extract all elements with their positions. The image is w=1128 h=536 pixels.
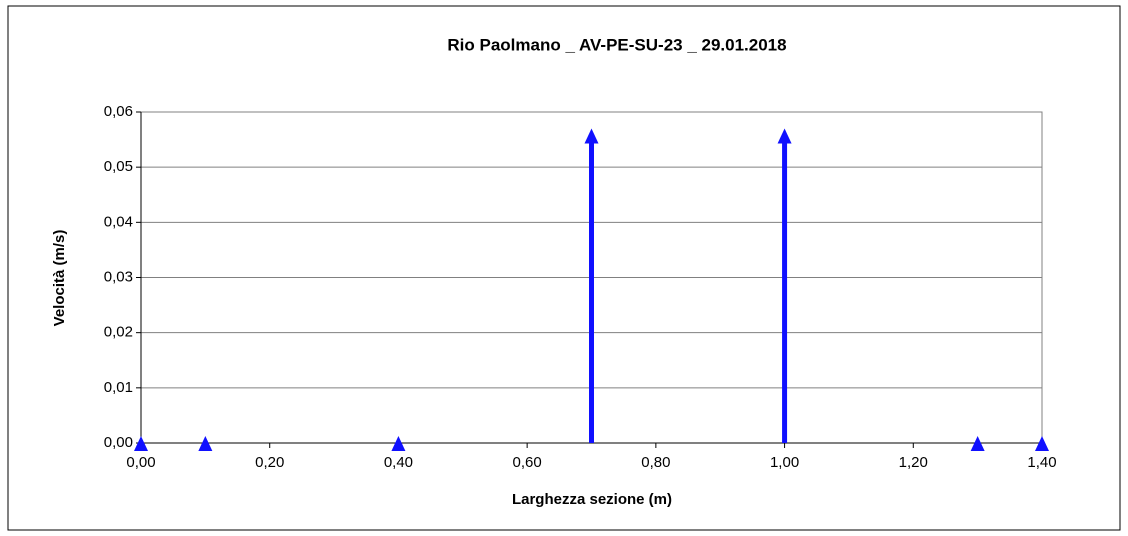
x-tick-label: 0,80	[641, 454, 670, 471]
arrow	[1035, 436, 1049, 451]
x-tick-label: 0,00	[126, 454, 155, 471]
arrow	[970, 436, 985, 451]
x-tick-label: 0,20	[255, 454, 284, 471]
y-tick-label: 0,03	[104, 268, 133, 285]
arrow-head	[970, 436, 985, 451]
x-tick-label: 0,60	[513, 454, 542, 471]
x-tick-label: 1,00	[770, 454, 799, 471]
arrow-head	[391, 436, 406, 451]
y-tick-label: 0,02	[104, 324, 133, 341]
arrow-head	[134, 436, 148, 451]
x-tick-label: 1,20	[899, 454, 928, 471]
y-tick-label: 0,05	[104, 158, 133, 175]
arrow	[134, 436, 148, 451]
y-tick-label: 0,00	[104, 434, 133, 451]
x-axis-label: Larghezza sezione (m)	[512, 491, 672, 508]
arrow	[777, 128, 792, 443]
y-axis-label: Velocità (m/s)	[51, 230, 68, 327]
arrow-head	[198, 436, 213, 451]
x-tick-label: 1,40	[1027, 454, 1056, 471]
arrow	[198, 436, 213, 451]
arrow-head	[1035, 436, 1049, 451]
y-tick-label: 0,04	[104, 213, 133, 230]
y-tick-label: 0,01	[104, 379, 133, 396]
chart-title: Rio Paolmano _ AV-PE-SU-23 _ 29.01.2018	[447, 35, 786, 54]
y-tick-label: 0,06	[104, 103, 133, 120]
arrow	[584, 128, 599, 443]
arrow	[391, 436, 406, 451]
x-tick-label: 0,40	[384, 454, 413, 471]
arrow-head	[777, 128, 792, 144]
arrow-head	[584, 128, 599, 144]
